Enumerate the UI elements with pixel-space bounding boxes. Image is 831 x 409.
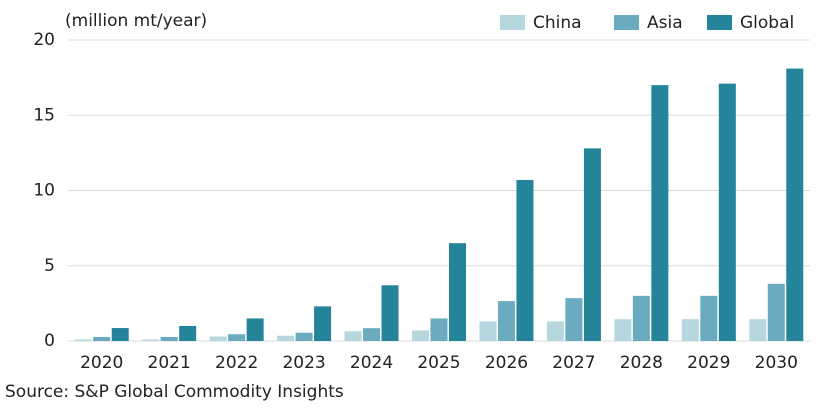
bar <box>651 85 669 342</box>
legend-label: Global <box>740 13 794 33</box>
x-tick-label: 2024 <box>350 353 393 373</box>
bar <box>565 298 583 341</box>
y-tick-label: 0 <box>44 331 55 351</box>
bar <box>786 68 804 341</box>
bar <box>718 83 736 342</box>
bar <box>632 295 650 341</box>
bar <box>546 321 564 341</box>
bar <box>583 148 601 341</box>
x-tick-label: 2030 <box>755 353 798 373</box>
bar <box>363 328 381 341</box>
legend-label: Asia <box>647 13 683 33</box>
legend-swatch <box>500 15 525 30</box>
bar <box>142 339 160 341</box>
bar <box>749 319 767 341</box>
bar <box>681 319 699 341</box>
bar <box>160 336 178 341</box>
x-tick-label: 2026 <box>485 353 528 373</box>
bar <box>295 332 313 341</box>
bar <box>449 243 466 341</box>
y-tick-label: 10 <box>33 181 55 201</box>
y-tick-label: 15 <box>33 105 55 125</box>
bar <box>497 301 515 341</box>
bar <box>74 339 92 341</box>
bar <box>314 306 332 341</box>
y-tick-label: 20 <box>33 30 55 50</box>
legend-swatch <box>614 15 639 30</box>
x-tick-label: 2025 <box>417 353 460 373</box>
x-tick-label: 2020 <box>80 353 123 373</box>
bar <box>700 295 718 341</box>
y-tick-label: 5 <box>44 256 55 276</box>
source-note: Source: S&P Global Commodity Insights <box>5 382 344 402</box>
bar <box>479 321 497 341</box>
x-tick-label: 2029 <box>687 353 730 373</box>
bar <box>209 336 227 341</box>
bar <box>767 283 785 341</box>
bar <box>111 328 129 341</box>
bar <box>430 318 448 341</box>
bar <box>228 334 246 341</box>
legend-label: China <box>533 13 582 33</box>
x-tick-label: 2027 <box>552 353 595 373</box>
bar <box>381 285 399 341</box>
bar <box>516 179 534 341</box>
bar <box>246 318 264 341</box>
legend-swatch <box>707 15 732 30</box>
bar <box>277 335 295 341</box>
bar <box>344 331 362 341</box>
bar <box>614 319 632 341</box>
x-tick-label: 2023 <box>282 353 325 373</box>
chart-subtitle: (million mt/year) <box>65 11 207 31</box>
x-tick-label: 2021 <box>148 353 191 373</box>
bar <box>179 325 197 341</box>
bar <box>412 330 429 341</box>
x-tick-label: 2028 <box>620 353 663 373</box>
bar <box>93 336 111 341</box>
x-tick-label: 2022 <box>215 353 258 373</box>
